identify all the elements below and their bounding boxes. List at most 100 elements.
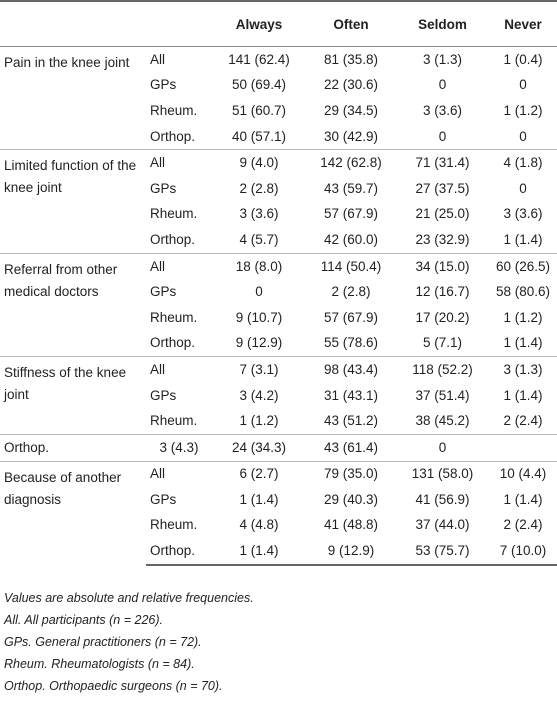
table-cell: 3 (3.6): [503, 206, 543, 222]
table-cell: 9 (10.7): [235, 309, 283, 325]
group-label: GPs: [150, 180, 177, 196]
table-cell: 50 (69.4): [231, 77, 287, 93]
table-cell: 4 (4.8): [239, 517, 279, 533]
table-cell: 9 (4.0): [212, 149, 306, 176]
table-row: GPs 3 (4.2) 31 (43.1) 37 (51.4) 1 (1.4): [0, 383, 557, 409]
table-cell: 3 (3.6): [422, 102, 463, 118]
table-cell: 37 (51.4): [415, 387, 470, 403]
table-cell: 0: [519, 180, 527, 196]
table-cell: 29 (40.3): [323, 491, 379, 507]
table-cell: 3 (4.3): [146, 433, 212, 461]
footnote: Values are absolute and relative frequen…: [4, 591, 254, 605]
table-cell: 1 (1.4): [239, 491, 279, 507]
table-row: Stiffness of the knee joint All 7 (3.1) 98 …: [0, 356, 557, 435]
footnote: Rheum. Rheumatologists (n = 84).: [4, 657, 195, 671]
table-cell: 1 (1.4): [503, 335, 543, 351]
table-cell: 131 (58.0): [396, 460, 489, 488]
table-cell: 43 (61.4): [306, 433, 396, 461]
table-header: Always Often Seldom Never: [0, 0, 557, 47]
condition-label: Stiffness of the knee joint: [0, 356, 146, 435]
table-cell: 7 (10.0): [489, 538, 557, 566]
table-cell: 1 (1.4): [503, 231, 543, 247]
table-cell: 27 (37.5): [415, 180, 470, 196]
table-cell: 71 (31.4): [396, 149, 489, 176]
table-cell: 30 (42.9): [323, 128, 379, 144]
footnote: All. All participants (n = 226).: [4, 613, 163, 627]
row-label: Orthop.: [0, 433, 146, 461]
table-row: Rheum. 3 (3.6) 57 (67.9) 21 (25.0) 3 (3.6): [0, 202, 557, 228]
condition-label: Limited function of the knee joint: [0, 149, 146, 254]
column-header: Always: [212, 0, 306, 47]
table-row: Orthop. 3 (4.3) 24 (34.3) 43 (61.4) 0: [0, 433, 557, 461]
table-cell: 18 (8.0): [212, 252, 306, 280]
table-cell: 2 (2.4): [503, 517, 543, 533]
group-label: All: [146, 460, 212, 488]
table-cell: 17 (20.2): [415, 309, 470, 325]
table-cell: 1 (1.2): [239, 413, 279, 429]
table-cell: 53 (75.7): [396, 538, 489, 566]
table-row: GPs 50 (69.4) 22 (30.6) 0 0: [0, 73, 557, 99]
column-header: [146, 0, 212, 47]
table-cell: 98 (43.4): [306, 356, 396, 383]
table-cell: 42 (60.0): [323, 231, 379, 247]
footnote: GPs. General practitioners (n = 72).: [4, 635, 202, 649]
group-label: Rheum.: [150, 206, 198, 222]
group-label: GPs: [150, 387, 177, 403]
group-label: Orthop.: [146, 538, 212, 566]
condition-label: Pain in the knee joint: [0, 45, 146, 150]
table-cell: 0: [519, 128, 527, 144]
group-label: Rheum.: [150, 413, 198, 429]
table-cell: 3 (1.3): [396, 45, 489, 73]
table-cell: 1 (1.2): [503, 102, 543, 118]
group-label: Rheum.: [150, 309, 198, 325]
condition-label: Referral from other medical doctors: [0, 252, 146, 357]
group-label: All: [146, 252, 212, 280]
group-label: All: [146, 356, 212, 383]
column-header: Often: [306, 0, 396, 47]
column-header: Never: [489, 0, 557, 47]
group-label: Rheum.: [150, 102, 198, 118]
table-cell: 2 (2.8): [239, 180, 279, 196]
table-cell: 5 (7.1): [422, 335, 463, 351]
table-cell: 57 (67.9): [323, 309, 379, 325]
table-cell: 29 (34.5): [323, 102, 379, 118]
table-cell: 3 (4.2): [239, 387, 279, 403]
table-cell: 40 (57.1): [231, 128, 287, 144]
table-cell: 0: [438, 77, 447, 93]
table-cell: 34 (15.0): [396, 252, 489, 280]
table-cell: 6 (2.7): [212, 460, 306, 488]
table-cell: 22 (30.6): [323, 77, 379, 93]
table-cell: 1 (0.4): [489, 45, 557, 73]
group-label: GPs: [150, 284, 177, 300]
table-row: Pain in the knee joint All 141 (62.4) 81 (3…: [0, 45, 557, 150]
table-cell: 9 (12.9): [306, 538, 396, 566]
group-label: GPs: [150, 491, 177, 507]
table-cell: 37 (44.0): [415, 517, 470, 533]
table-row: Orthop. 1 (1.4) 9 (12.9) 53 (75.7) 7 (10.0): [0, 538, 557, 566]
table-cell: 57 (67.9): [323, 206, 379, 222]
table-cell: 1 (1.2): [503, 309, 543, 325]
header-row: Always Often Seldom Never: [0, 0, 557, 47]
table-cell: 10 (4.4): [489, 460, 557, 488]
column-header: [0, 0, 146, 47]
table-cell: 114 (50.4): [306, 252, 396, 280]
table-cell: 0: [438, 128, 447, 144]
table-cell: 0: [255, 284, 263, 300]
table-cell: 43 (59.7): [323, 180, 379, 196]
table-cell: 3 (3.6): [239, 206, 279, 222]
table-row: Rheum. 9 (10.7) 57 (67.9) 17 (20.2) 1 (1.2): [0, 305, 557, 331]
table-cell: 21 (25.0): [415, 206, 470, 222]
table-cell: 7 (3.1): [212, 356, 306, 383]
table-cell: 1 (1.4): [503, 491, 543, 507]
group-label: Orthop.: [150, 128, 196, 144]
table-cell: [489, 433, 557, 461]
table-cell: 81 (35.8): [306, 45, 396, 73]
table-row: Orthop. 4 (5.7) 42 (60.0) 23 (32.9) 1 (1.4): [0, 227, 557, 253]
table-cell: 141 (62.4): [212, 45, 306, 73]
table-cell: 24 (34.3): [212, 433, 306, 461]
table-row: GPs 2 (2.8) 43 (59.7) 27 (37.5) 0: [0, 176, 557, 202]
table-cell: 0: [519, 77, 527, 93]
table-cell: 118 (52.2): [396, 356, 489, 383]
table-cell: 2 (2.8): [331, 284, 371, 300]
